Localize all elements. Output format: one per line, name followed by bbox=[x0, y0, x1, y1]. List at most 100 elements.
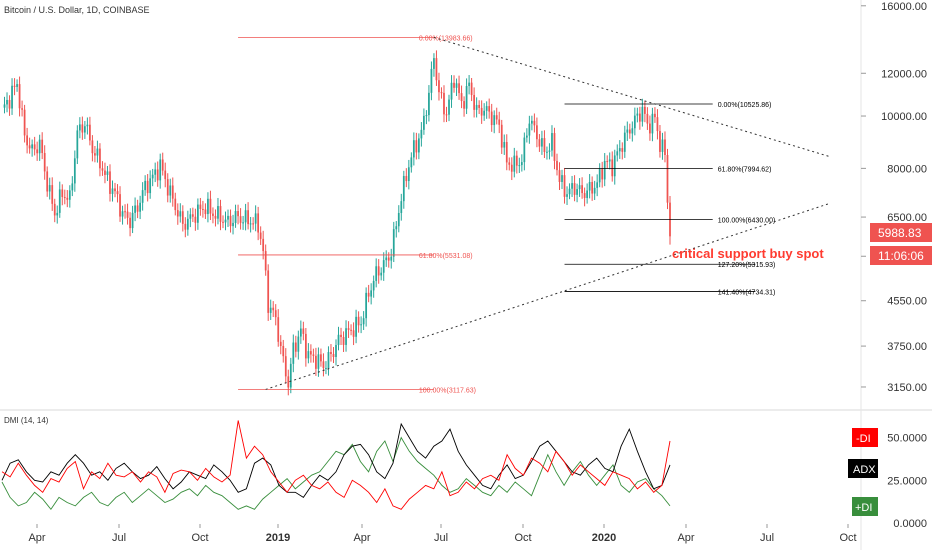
candle-body bbox=[478, 104, 481, 108]
candle-body bbox=[81, 124, 84, 133]
candle-body bbox=[239, 216, 242, 223]
candle-body bbox=[315, 355, 317, 369]
candle-body bbox=[458, 83, 460, 94]
candle-body bbox=[197, 204, 199, 223]
candle-body bbox=[664, 139, 666, 155]
candle-body bbox=[488, 106, 491, 112]
candle-body bbox=[551, 133, 553, 151]
candle-body bbox=[217, 206, 219, 219]
candle-body bbox=[33, 144, 36, 150]
candle-body bbox=[144, 180, 147, 191]
candle-body bbox=[659, 131, 661, 152]
candle-body bbox=[174, 198, 177, 211]
candle-body bbox=[181, 211, 184, 224]
candle-body bbox=[631, 128, 634, 134]
candle-body bbox=[28, 145, 31, 149]
candle-body bbox=[443, 92, 445, 115]
candle-body bbox=[68, 190, 71, 200]
candle-body bbox=[392, 229, 395, 257]
candle-body bbox=[503, 141, 506, 148]
candle-body bbox=[191, 214, 194, 217]
candle-body bbox=[382, 260, 385, 273]
candle-body bbox=[330, 352, 332, 354]
candle-body bbox=[573, 183, 576, 195]
candle-body bbox=[31, 144, 34, 149]
candle-body bbox=[598, 168, 601, 183]
candle-body bbox=[129, 217, 131, 229]
candle-body bbox=[644, 106, 646, 114]
candle-body bbox=[611, 159, 614, 177]
minus-di-label: -DI bbox=[856, 433, 871, 445]
countdown-value: 11:06:06 bbox=[878, 249, 924, 263]
candle-body bbox=[433, 58, 435, 69]
candle-body bbox=[402, 175, 405, 202]
chart-title: Bitcoin / U.S. Dollar, 1D, COINBASE bbox=[4, 5, 150, 15]
price-tick-label: 12000.00 bbox=[881, 68, 927, 80]
candle-body bbox=[603, 161, 606, 180]
candle-body bbox=[380, 272, 383, 276]
candle-body bbox=[219, 206, 222, 222]
adx-badge-bg bbox=[848, 459, 878, 478]
candle-body bbox=[302, 328, 305, 334]
time-axis: Apr Jul Oct 2019 Apr Jul Oct 2020 Apr Jul Oct bbox=[28, 524, 857, 544]
candle-body bbox=[420, 129, 423, 139]
countdown-badge-bg bbox=[870, 246, 932, 265]
candle-body bbox=[204, 209, 207, 215]
candle-body bbox=[224, 219, 227, 223]
candle-body bbox=[616, 151, 619, 156]
candle-body bbox=[543, 138, 546, 152]
fib-level-label: 141.40%(4734.31) bbox=[718, 289, 776, 296]
countdown-badge: 11:06:06 bbox=[870, 246, 932, 265]
candle-body bbox=[325, 368, 327, 370]
candle-body bbox=[500, 124, 503, 148]
candle-body bbox=[375, 266, 378, 281]
candle-body bbox=[395, 226, 398, 230]
candle-body bbox=[229, 215, 232, 227]
candle-body bbox=[618, 148, 621, 152]
candle-body bbox=[237, 211, 239, 217]
candle-body bbox=[126, 211, 129, 218]
candle-body bbox=[252, 223, 255, 225]
plus-di-badge-bg bbox=[852, 497, 878, 516]
plus-di-label: +DI bbox=[855, 502, 872, 514]
candle-body bbox=[212, 213, 214, 216]
candle-body bbox=[498, 119, 501, 125]
candle-body bbox=[377, 266, 380, 276]
price-tick-label: 6500.00 bbox=[887, 212, 927, 224]
candle-body bbox=[136, 205, 139, 212]
dmi-pane[interactable] bbox=[1, 420, 671, 511]
candle-body bbox=[556, 160, 558, 171]
candle-body bbox=[485, 106, 488, 111]
candle-body bbox=[294, 342, 297, 352]
candle-body bbox=[86, 124, 89, 127]
price-tick-label: 8000.00 bbox=[887, 163, 927, 175]
candle-body bbox=[111, 188, 114, 194]
last-price-badge: 5988.83 bbox=[870, 223, 932, 242]
candle-body bbox=[149, 178, 152, 194]
candle-body bbox=[423, 115, 425, 130]
candle-body bbox=[666, 154, 669, 203]
price-pane[interactable]: 0.00%(13983.66) 61.80%(5531.08) 100.00%(31… bbox=[3, 35, 831, 396]
candle-body bbox=[176, 210, 179, 217]
candle-body bbox=[94, 153, 96, 156]
candle-body bbox=[523, 137, 526, 163]
candle-body bbox=[11, 85, 13, 109]
candle-body bbox=[99, 148, 101, 169]
candle-body bbox=[412, 140, 415, 158]
candle-body bbox=[460, 93, 463, 102]
candle-body bbox=[405, 175, 408, 182]
candle-body bbox=[533, 120, 536, 126]
candle-body bbox=[304, 333, 307, 359]
candle-body bbox=[61, 189, 64, 197]
candle-body bbox=[36, 149, 39, 154]
candle-body bbox=[636, 113, 639, 116]
minus-di-line bbox=[1, 420, 671, 510]
candle-body bbox=[327, 352, 330, 369]
candle-body bbox=[387, 257, 390, 261]
candle-body bbox=[473, 95, 475, 110]
candle-body bbox=[297, 336, 300, 352]
candle-body bbox=[641, 106, 644, 122]
candle-body bbox=[440, 92, 443, 94]
candle-body bbox=[626, 129, 629, 133]
